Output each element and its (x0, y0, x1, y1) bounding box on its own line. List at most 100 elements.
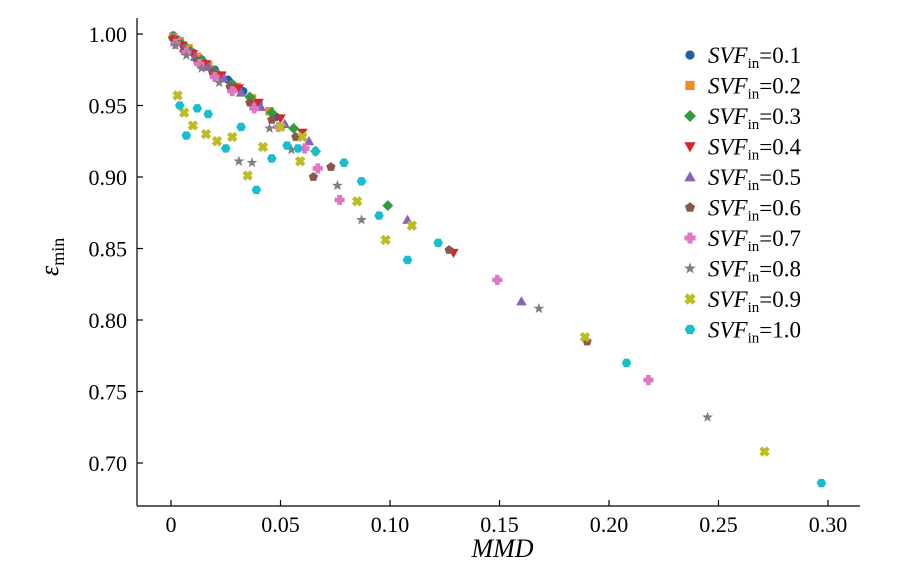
legend-item: SVFin=0.8 (684, 257, 801, 286)
legend-label-main: SVF (708, 74, 749, 99)
data-point (169, 39, 181, 51)
legend-marker (684, 293, 696, 305)
data-point (643, 375, 654, 386)
data-point (308, 172, 318, 181)
legend-label-main: SVF (708, 196, 749, 221)
y-axis-title-sub: min (48, 238, 68, 266)
data-point (533, 302, 545, 314)
data-point (267, 114, 277, 124)
plot-points (167, 31, 827, 488)
data-point (251, 185, 262, 195)
data-point-shape (759, 446, 770, 457)
data-point (211, 136, 223, 147)
data-point (275, 121, 286, 133)
data-point (433, 238, 444, 247)
data-point (249, 103, 260, 114)
legend-label-value: =0.4 (759, 135, 801, 160)
y-tick-label: 0.70 (89, 451, 128, 476)
data-point (293, 144, 303, 153)
x-ticks: 0 0.05 0.10 0.15 0.20 0.25 0.30 (166, 500, 847, 537)
series-9 (172, 90, 770, 457)
legend-label-sub: in (748, 270, 760, 286)
legend-label-main: SVF (708, 43, 749, 68)
legend-label-value: =0.2 (759, 74, 801, 99)
legend-item: SVFin=0.4 (684, 135, 802, 164)
data-point (253, 98, 264, 108)
data-point (242, 170, 253, 181)
legend-label: SVFin=0.1 (708, 43, 801, 72)
data-point (266, 154, 277, 163)
data-point (200, 128, 212, 140)
legend-marker (685, 50, 695, 60)
legend-item: SVFin=1.0 (684, 318, 801, 347)
legend-marker (684, 110, 696, 122)
series-5 (170, 35, 527, 306)
data-point (356, 214, 367, 225)
series-8 (169, 39, 713, 422)
legend-label-main: SVF (708, 104, 749, 129)
legend-label-sub: in (748, 300, 760, 316)
x-tick-label: 0.05 (261, 512, 300, 537)
data-point (235, 87, 247, 97)
data-point-shape (406, 220, 418, 231)
y-ticks: 0.70 0.75 0.80 0.85 0.90 0.95 1.00 (89, 22, 143, 476)
series-10 (174, 101, 827, 488)
legend-label-main: SVF (708, 318, 749, 343)
legend-label-value: =1.0 (759, 318, 801, 343)
axes: 0 0.05 0.10 0.15 0.20 0.25 0.30 0.700.750.800.… (89, 18, 860, 537)
data-point (406, 220, 418, 231)
data-point-shape (227, 131, 238, 143)
data-point (202, 61, 214, 71)
legend-item: SVFin=0.5 (684, 165, 801, 194)
data-point (299, 143, 310, 154)
data-point-shape (242, 170, 253, 181)
data-point (334, 194, 345, 205)
data-point (209, 71, 220, 82)
data-point (236, 122, 246, 132)
legend-label-value: =0.5 (759, 165, 801, 190)
y-tick-label: 0.90 (89, 165, 128, 190)
legend-label: SVFin=1.0 (708, 318, 801, 347)
data-point (380, 234, 391, 246)
legend-label: SVFin=0.2 (708, 74, 801, 103)
legend-item: SVFin=0.7 (684, 226, 801, 255)
data-point (702, 411, 713, 422)
legend-marker (684, 202, 696, 212)
data-point (339, 158, 349, 167)
data-point (816, 478, 827, 488)
data-point (492, 274, 503, 285)
data-point-shape (172, 90, 183, 101)
legend-label: SVFin=0.5 (708, 165, 801, 194)
data-point-shape (257, 141, 269, 153)
data-point (297, 131, 308, 143)
data-point-shape (380, 234, 391, 246)
legend-label-value: =0.7 (759, 226, 801, 251)
data-point (382, 200, 394, 212)
y-axis-title-text: εmin (35, 238, 68, 276)
data-point (621, 358, 632, 368)
y-axis-title: εmin (35, 238, 68, 276)
data-point (257, 141, 269, 153)
data-point-shape (187, 120, 199, 131)
y-tick-label: 0.80 (89, 308, 128, 333)
legend-item: SVFin=0.2 (685, 74, 801, 103)
data-point (216, 71, 227, 81)
legend-item: SVFin=0.1 (685, 43, 801, 72)
legend-label-sub: in (748, 148, 760, 164)
data-point (303, 136, 315, 146)
x-tick-label: 0.10 (371, 512, 410, 537)
data-point (180, 49, 192, 61)
data-point (233, 84, 245, 94)
x-tick-label: 0.20 (590, 512, 629, 537)
y-tick-label: 0.95 (89, 94, 128, 119)
legend-label: SVFin=0.7 (708, 226, 801, 255)
data-point (181, 131, 192, 140)
x-tick-label: 0.25 (699, 512, 738, 537)
data-point (203, 109, 214, 119)
legend-marker (685, 80, 695, 91)
data-point-shape (297, 131, 308, 143)
data-point (516, 296, 527, 306)
y-axis-title-main: ε (35, 265, 64, 276)
data-point (227, 131, 238, 143)
legend-marker (684, 232, 696, 244)
